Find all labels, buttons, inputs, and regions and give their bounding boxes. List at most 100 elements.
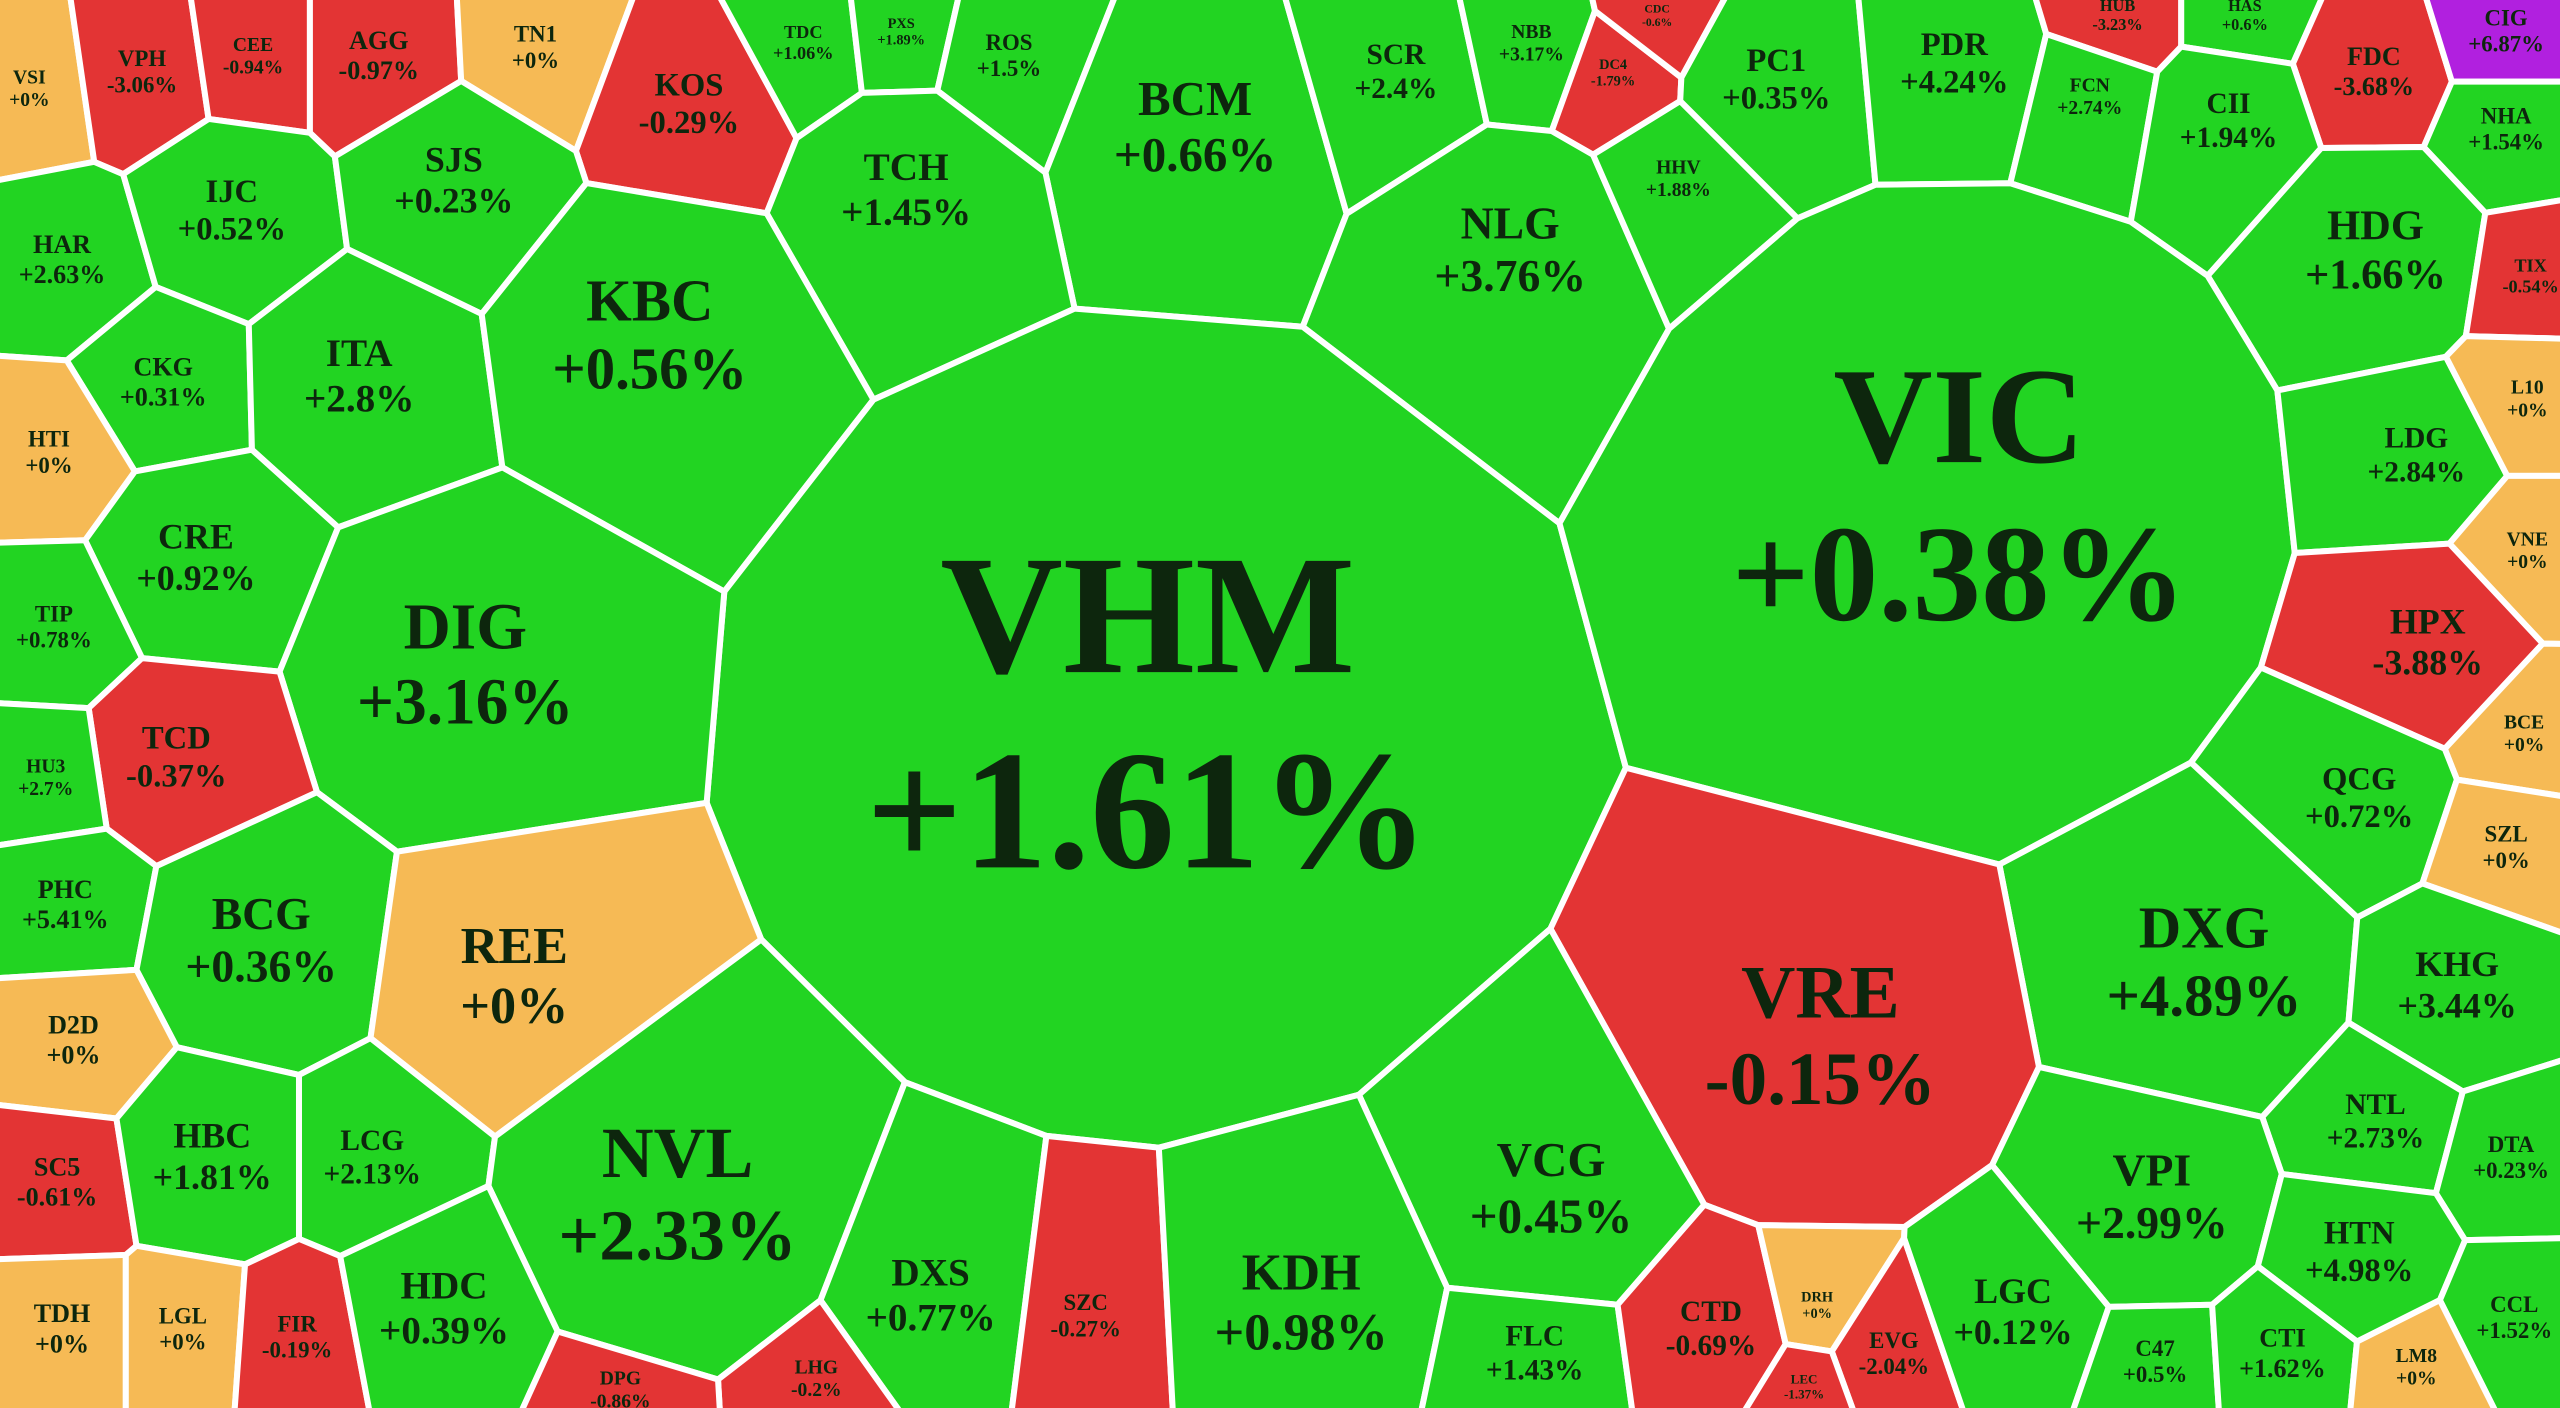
change-label: +0.98%	[1215, 1303, 1388, 1361]
ticker: SJS	[425, 139, 483, 179]
change-label: +0.77%	[866, 1296, 996, 1339]
change-label: +1.61%	[866, 716, 1430, 904]
change-label: +0.78%	[16, 628, 92, 653]
ticker: FDC	[2347, 42, 2401, 71]
ticker: LGC	[1974, 1271, 2052, 1311]
change-label: -0.29%	[639, 105, 740, 141]
ticker: TCH	[864, 146, 949, 189]
change-label: +2.13%	[323, 1159, 421, 1191]
ticker: KOS	[655, 68, 724, 104]
ticker: DPG	[600, 1369, 641, 1390]
ticker: NTL	[2345, 1089, 2405, 1121]
change-label: +1.52%	[2476, 1318, 2552, 1343]
change-label: +1.81%	[153, 1157, 272, 1197]
change-label: -2.04%	[1859, 1354, 1929, 1379]
ticker: LM8	[2396, 1346, 2438, 1367]
change-label: +3.17%	[1499, 44, 1564, 65]
change-label: -0.54%	[2502, 277, 2558, 297]
ticker: HDG	[2327, 202, 2424, 249]
ticker: LEC	[1791, 1372, 1818, 1387]
change-label: +0.6%	[2222, 15, 2268, 34]
change-label: -3.68%	[2334, 72, 2415, 101]
stock-cell: REE+0%	[367, 799, 765, 1140]
change-label: +2.8%	[304, 377, 414, 420]
change-label: +0%	[2507, 400, 2548, 421]
change-label: -0.37%	[126, 758, 227, 794]
change-label: +1.88%	[1646, 180, 1711, 201]
change-label: +2.74%	[2057, 98, 2122, 119]
stock-cell: CEE-0.94%	[188, 0, 313, 136]
change-label: +0.23%	[2473, 1158, 2549, 1183]
ticker: DIG	[404, 591, 527, 663]
ticker: TIP	[35, 601, 73, 626]
change-label: +0.35%	[1722, 81, 1830, 117]
ticker: TCD	[142, 721, 211, 757]
stock-cell: VIC+0.38%	[1556, 180, 2298, 868]
change-label: -0.86%	[590, 1391, 650, 1408]
stock-cell: TDH+0%	[0, 1251, 129, 1408]
stock-cell: VNE+0%	[2446, 472, 2560, 647]
change-label: +2.4%	[1354, 73, 1437, 105]
stock-cell: HDG+1.66%	[2204, 144, 2489, 394]
ticker: NVL	[602, 1113, 754, 1193]
ticker: EVG	[1869, 1328, 1919, 1353]
ticker: SZL	[2485, 822, 2528, 847]
ticker: HAS	[2228, 0, 2262, 15]
change-label: +0.12%	[1953, 1312, 2072, 1352]
ticker: DTA	[2488, 1132, 2535, 1157]
stock-cell: VPI+2.99%	[1989, 1063, 2285, 1310]
change-label: +0.31%	[120, 382, 207, 411]
change-label: +0.23%	[394, 181, 513, 221]
stock-cell: D2D+0%	[0, 966, 180, 1122]
change-label: -1.79%	[1591, 73, 1635, 89]
stock-cell: CKG+0.31%	[63, 283, 255, 475]
change-label: +0%	[159, 1330, 206, 1355]
stock-cell: CCL+1.52%	[2436, 1235, 2560, 1408]
change-label: +0%	[460, 977, 568, 1035]
change-label: +0%	[2396, 1368, 2437, 1389]
stock-cell: DXG+4.89%	[1996, 759, 2361, 1120]
change-label: +0%	[2507, 552, 2548, 573]
stock-cell: LCG+2.13%	[295, 1035, 499, 1260]
ticker: FCN	[2070, 76, 2110, 97]
change-label: +1.43%	[1486, 1354, 1584, 1386]
change-label: +0%	[46, 1040, 100, 1069]
ticker: HHV	[1656, 157, 1701, 178]
ticker: HTN	[2324, 1215, 2395, 1251]
change-label: +0.56%	[552, 336, 747, 401]
change-label: +2.84%	[2368, 457, 2466, 489]
ticker: CKG	[134, 352, 193, 381]
ticker: TIX	[2514, 256, 2546, 276]
change-label: +0.45%	[1470, 1188, 1633, 1243]
cell	[519, 1328, 723, 1408]
change-label: +1.5%	[977, 56, 1041, 81]
change-label: -0.27%	[1050, 1317, 1120, 1342]
change-label: -0.94%	[223, 57, 283, 78]
change-label: -0.6%	[1642, 16, 1672, 29]
ticker: VHM	[940, 521, 1355, 709]
stock-cell: PHC+5.41%	[0, 825, 160, 982]
change-label: +1.89%	[877, 33, 925, 49]
stock-cell: VRE-0.15%	[1547, 764, 2042, 1230]
change-label: +2.63%	[19, 260, 106, 289]
ticker: D2D	[48, 1010, 99, 1039]
ticker: SZC	[1063, 1290, 1107, 1315]
stock-cell: KBC+0.56%	[478, 180, 877, 595]
ticker: DC4	[1599, 57, 1627, 73]
change-label: -0.69%	[1666, 1330, 1757, 1362]
change-label: +0.72%	[2305, 799, 2413, 835]
ticker: QCG	[2322, 762, 2396, 798]
ticker: HU3	[26, 757, 65, 778]
stock-cell: PDR+4.24%	[1855, 0, 2050, 188]
ticker: LHG	[795, 1357, 839, 1378]
stock-cell: NLG+3.76%	[1299, 121, 1673, 527]
stock-cell: HU3+2.7%	[0, 700, 110, 849]
ticker: KHG	[2415, 944, 2499, 984]
ticker: AGG	[349, 26, 408, 55]
ticker: DXG	[2139, 896, 2270, 961]
stock-cell: DIG+3.16%	[276, 464, 728, 855]
cell	[1742, 1341, 1856, 1408]
change-label: +2.33%	[558, 1196, 796, 1276]
stock-cell: DXS+0.77%	[817, 1079, 1050, 1408]
